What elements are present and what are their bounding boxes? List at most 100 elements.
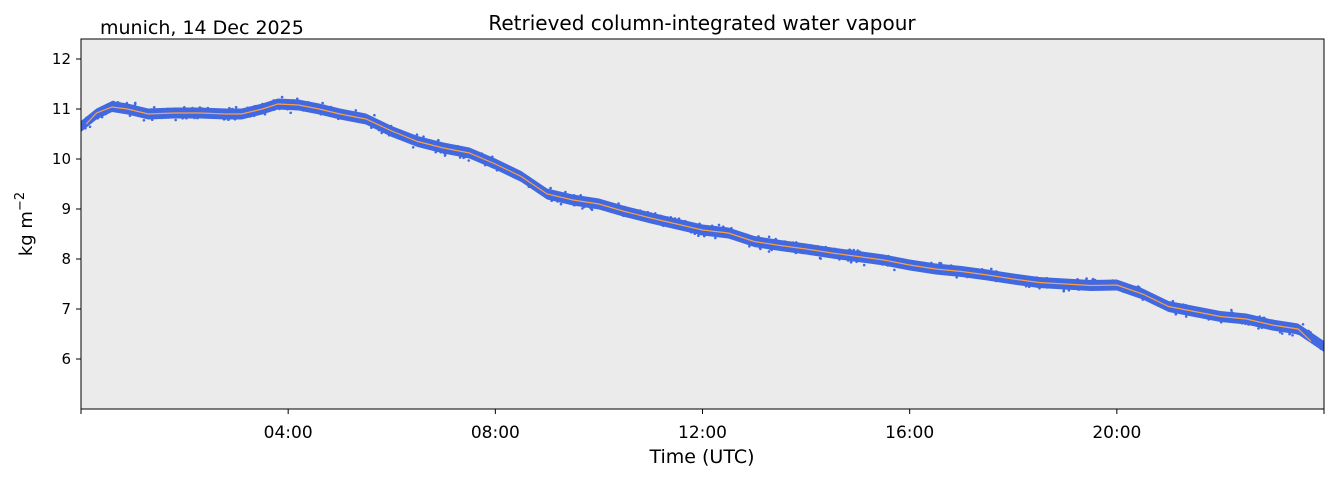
raw-iwv-point xyxy=(1181,311,1184,315)
raw-iwv-point xyxy=(980,276,984,280)
raw-iwv-point xyxy=(1024,282,1028,286)
raw-iwv-point xyxy=(280,95,284,99)
raw-iwv-point xyxy=(562,200,566,203)
raw-iwv-point xyxy=(980,268,984,271)
raw-iwv-point xyxy=(551,195,555,199)
raw-iwv-point xyxy=(264,102,268,106)
raw-iwv-point xyxy=(1172,303,1176,306)
raw-iwv-point xyxy=(887,254,890,258)
raw-iwv-point xyxy=(1230,308,1233,312)
raw-iwv-point xyxy=(631,209,635,212)
raw-iwv-point xyxy=(325,107,329,110)
raw-iwv-point xyxy=(137,112,141,116)
raw-iwv-point xyxy=(1132,286,1136,290)
raw-iwv-point xyxy=(989,270,992,274)
raw-iwv-point xyxy=(467,159,471,162)
y-axis-label-units: kg m xyxy=(16,211,37,256)
raw-iwv-point xyxy=(584,197,588,201)
raw-iwv-point xyxy=(174,113,177,116)
raw-iwv-point xyxy=(1281,323,1285,327)
raw-iwv-point xyxy=(234,109,238,112)
raw-iwv-point xyxy=(109,102,112,106)
raw-iwv-point xyxy=(177,115,180,118)
raw-iwv-point xyxy=(997,271,1000,275)
raw-iwv-point xyxy=(974,268,977,271)
raw-iwv-point xyxy=(364,115,367,119)
raw-iwv-point xyxy=(916,262,920,266)
raw-iwv-point xyxy=(1288,332,1291,336)
raw-iwv-point xyxy=(717,233,721,237)
raw-iwv-point xyxy=(382,123,386,127)
raw-iwv-point xyxy=(304,106,308,110)
raw-iwv-point xyxy=(261,102,264,106)
raw-iwv-point xyxy=(132,107,135,111)
raw-iwv-point xyxy=(519,177,523,181)
raw-iwv-point xyxy=(697,234,700,237)
raw-iwv-point xyxy=(1024,284,1028,288)
raw-iwv-point xyxy=(252,114,256,118)
raw-iwv-point xyxy=(371,117,374,120)
svg-text:kg m−2: kg m−2 xyxy=(13,192,37,256)
raw-iwv-point xyxy=(1080,287,1084,290)
raw-iwv-point xyxy=(227,118,230,121)
raw-iwv-point xyxy=(1125,284,1129,288)
raw-iwv-point xyxy=(248,115,252,118)
raw-iwv-point xyxy=(925,263,929,266)
raw-iwv-point xyxy=(313,103,317,106)
raw-iwv-point xyxy=(223,117,226,121)
raw-iwv-point xyxy=(1020,277,1023,280)
raw-iwv-point xyxy=(1129,285,1132,288)
raw-iwv-point xyxy=(450,152,453,155)
raw-iwv-point xyxy=(986,277,989,280)
raw-iwv-point xyxy=(707,233,710,236)
raw-iwv-point xyxy=(1170,303,1173,306)
raw-iwv-point xyxy=(1208,315,1212,319)
raw-iwv-point xyxy=(728,235,731,238)
raw-iwv-point xyxy=(794,251,798,255)
raw-iwv-point xyxy=(646,219,649,223)
raw-iwv-point xyxy=(762,239,765,243)
raw-iwv-point xyxy=(653,212,657,215)
raw-iwv-point xyxy=(581,207,584,210)
raw-iwv-point xyxy=(955,276,958,279)
raw-iwv-point xyxy=(699,232,703,236)
raw-iwv-point xyxy=(328,106,331,110)
x-tick-label: 16:00 xyxy=(885,423,934,443)
raw-iwv-point xyxy=(716,228,719,231)
raw-iwv-point xyxy=(185,116,188,120)
raw-iwv-point xyxy=(1146,292,1149,296)
raw-iwv-point xyxy=(228,106,231,110)
raw-iwv-point xyxy=(231,107,234,111)
raw-iwv-point xyxy=(976,270,979,273)
raw-iwv-point xyxy=(321,101,324,105)
raw-iwv-point xyxy=(950,271,953,275)
raw-iwv-point xyxy=(775,239,779,242)
raw-iwv-point xyxy=(960,274,963,277)
raw-iwv-point xyxy=(984,271,987,274)
raw-iwv-point xyxy=(389,131,392,134)
raw-iwv-point xyxy=(193,116,196,120)
raw-iwv-point xyxy=(183,106,186,109)
raw-iwv-point xyxy=(471,156,474,159)
raw-iwv-point xyxy=(1062,280,1066,284)
raw-iwv-point xyxy=(1184,304,1188,307)
y-tick-label: 8 xyxy=(61,250,71,268)
raw-iwv-point xyxy=(268,108,271,112)
raw-iwv-point xyxy=(820,246,823,250)
raw-iwv-point xyxy=(313,108,316,111)
raw-iwv-point xyxy=(487,161,490,165)
raw-iwv-point xyxy=(1031,282,1035,286)
raw-iwv-point xyxy=(1100,282,1103,286)
raw-iwv-point xyxy=(722,225,725,228)
raw-iwv-point xyxy=(726,228,730,231)
raw-iwv-point xyxy=(1311,337,1315,341)
x-tick-label: 12:00 xyxy=(678,423,727,443)
raw-iwv-point xyxy=(666,216,669,219)
raw-iwv-point xyxy=(1063,284,1066,287)
raw-iwv-point xyxy=(1014,281,1018,284)
raw-iwv-point xyxy=(893,268,896,272)
raw-iwv-point xyxy=(340,115,344,118)
raw-iwv-point xyxy=(1258,315,1261,318)
raw-iwv-point xyxy=(377,128,381,132)
raw-iwv-point xyxy=(870,258,874,262)
